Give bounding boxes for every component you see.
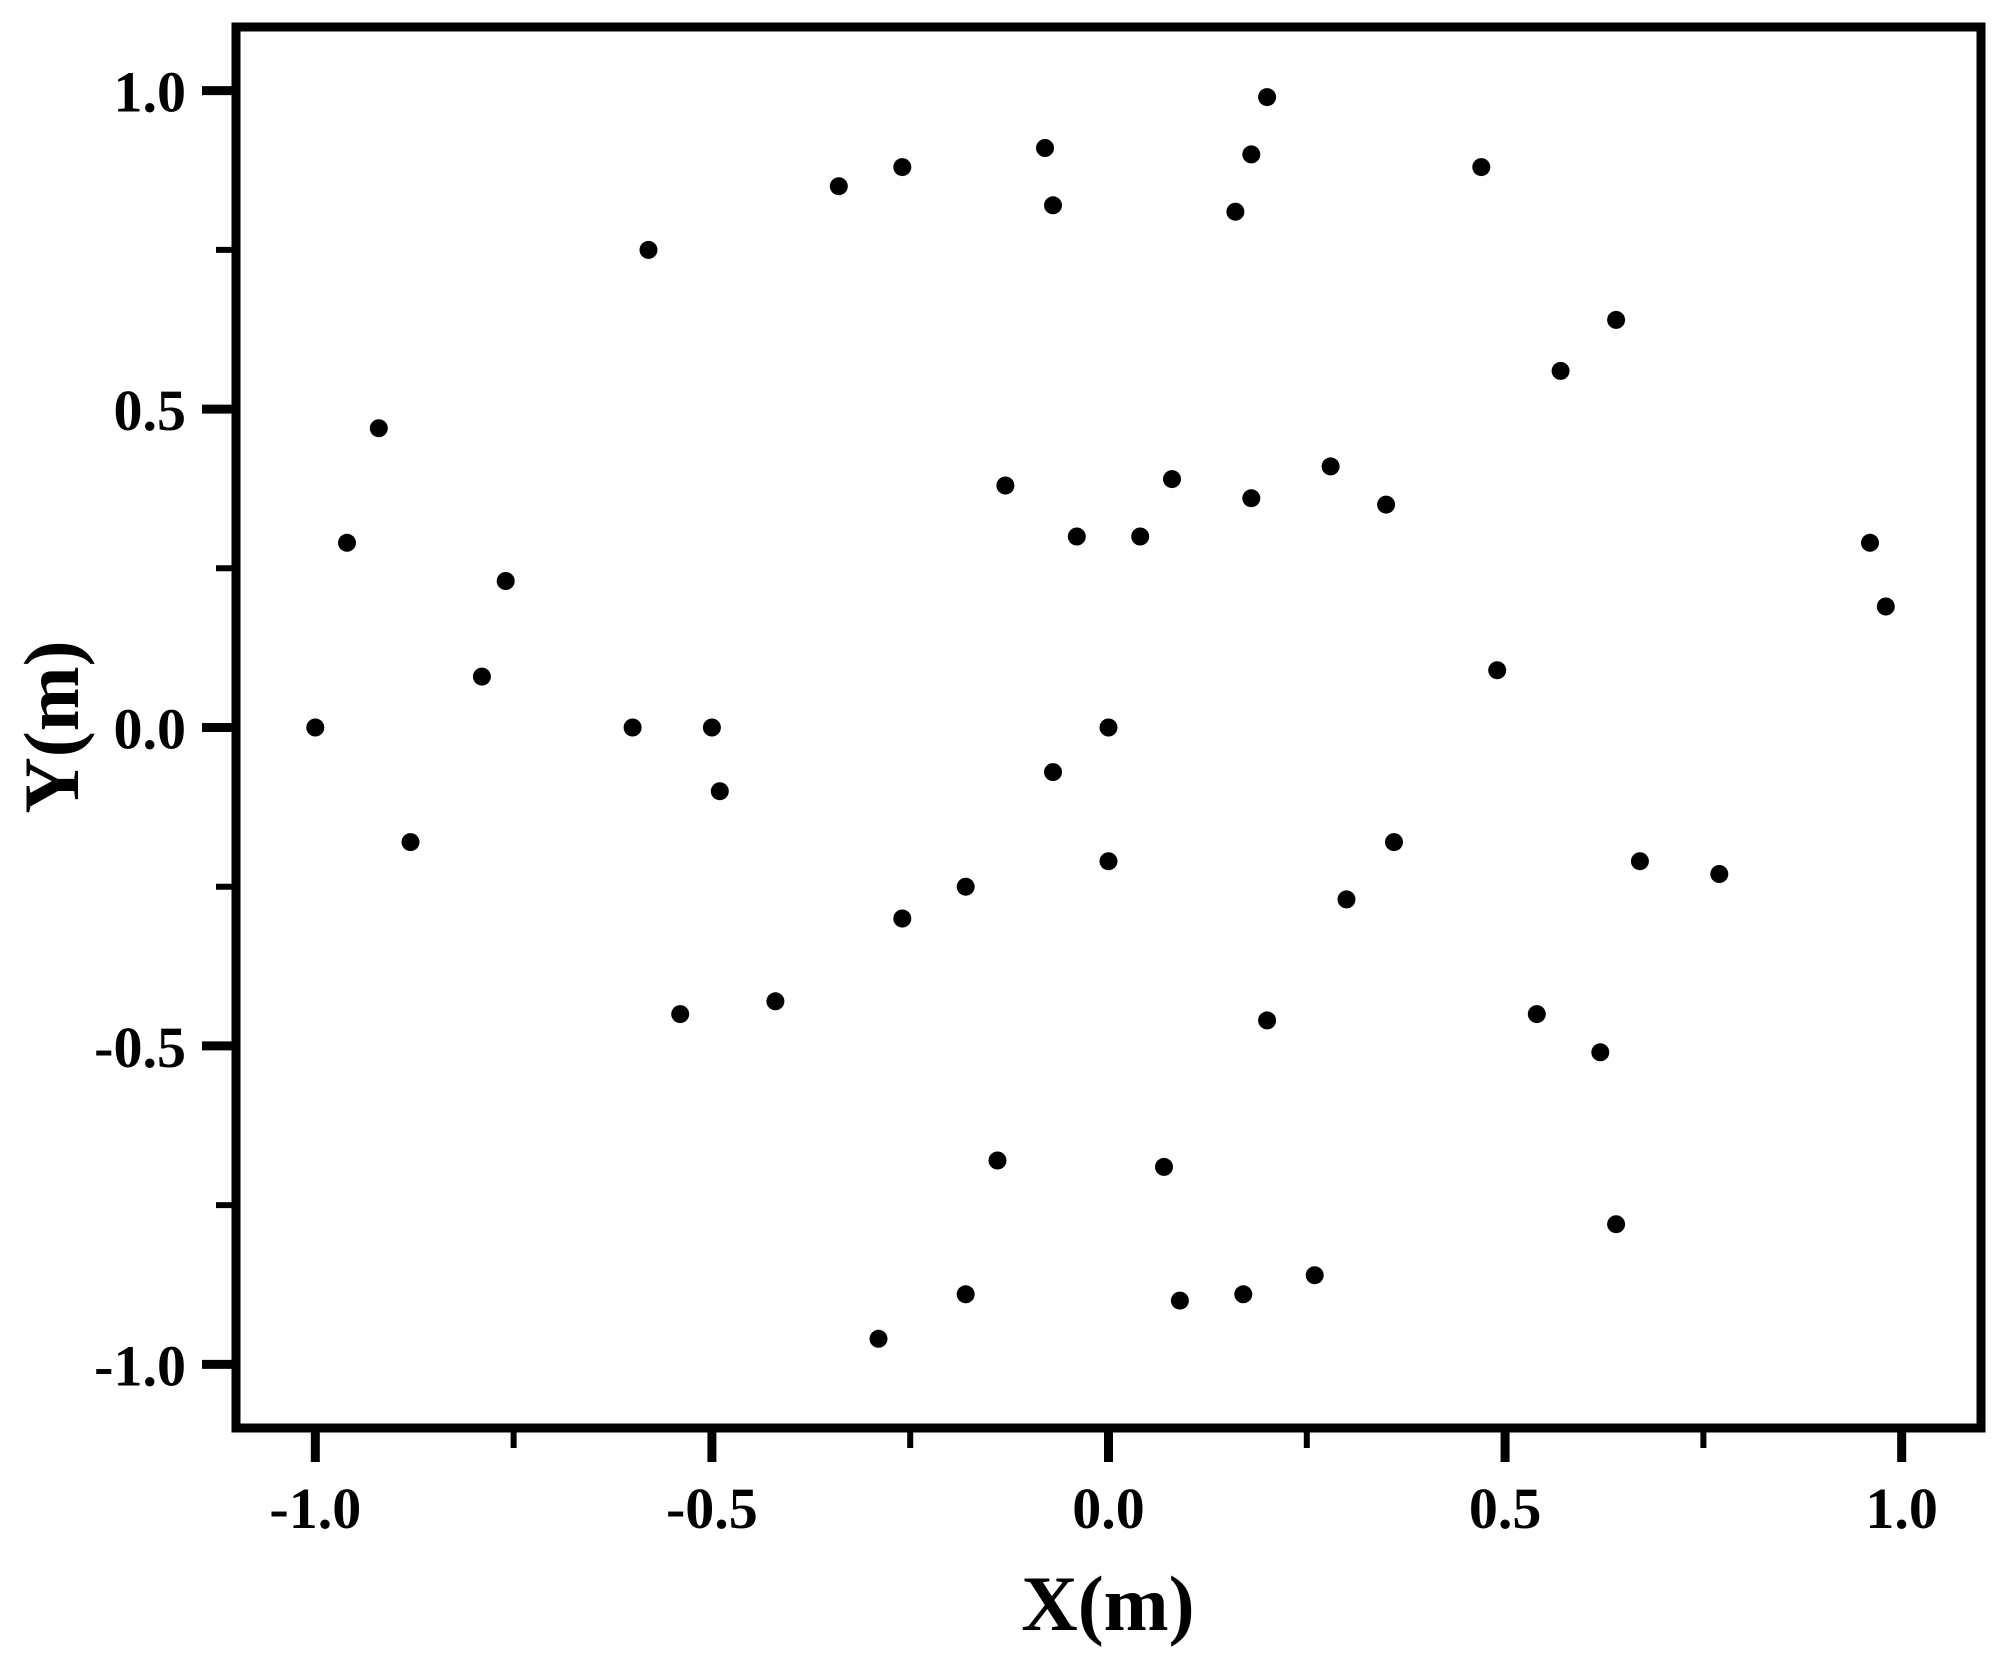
data-point bbox=[1710, 865, 1729, 883]
data-point bbox=[1591, 1043, 1610, 1062]
data-point bbox=[1876, 597, 1895, 616]
tick-labels: -1.0 -0.5 0.0 0.5 1.0 1.0 0.5 0.0 -0.5 -1.0 bbox=[94, 60, 1938, 1541]
data-point bbox=[1226, 202, 1245, 221]
data-point bbox=[893, 158, 912, 177]
data-point bbox=[369, 419, 388, 438]
data-point bbox=[1099, 718, 1118, 737]
data-point bbox=[1385, 833, 1403, 852]
data-point bbox=[1131, 527, 1150, 546]
data-point bbox=[472, 667, 491, 686]
x-tick-label: -0.5 bbox=[666, 1476, 758, 1541]
data-point bbox=[1170, 1291, 1189, 1310]
data-point bbox=[1551, 361, 1570, 380]
y-tick-label: -1.0 bbox=[94, 1333, 186, 1398]
data-point bbox=[1036, 139, 1054, 157]
data-point bbox=[1234, 1285, 1253, 1304]
data-point bbox=[1099, 852, 1118, 871]
data-point bbox=[1163, 470, 1181, 489]
data-point bbox=[1067, 527, 1086, 546]
data-point bbox=[1607, 1215, 1626, 1234]
data-point bbox=[496, 572, 515, 590]
x-tick-label: 1.0 bbox=[1865, 1476, 1938, 1541]
data-point bbox=[1337, 890, 1356, 909]
data-point bbox=[956, 877, 975, 896]
x-axis-label: X(m) bbox=[1021, 1560, 1194, 1647]
y-tick-label: -0.5 bbox=[94, 1015, 186, 1080]
data-point bbox=[1527, 1005, 1546, 1024]
data-point bbox=[306, 718, 325, 737]
data-point bbox=[1607, 310, 1626, 329]
data-point bbox=[996, 476, 1015, 495]
x-tick-label: -1.0 bbox=[269, 1476, 361, 1541]
data-point bbox=[893, 909, 912, 928]
data-point bbox=[1861, 533, 1879, 552]
data-point bbox=[1630, 852, 1649, 871]
y-axis-label: Y(m) bbox=[8, 640, 95, 813]
data-point bbox=[1155, 1157, 1173, 1176]
data-point bbox=[956, 1285, 975, 1304]
data-point bbox=[1472, 158, 1491, 177]
data-point bbox=[1321, 457, 1340, 476]
data-point bbox=[1258, 1011, 1277, 1030]
data-point bbox=[1488, 661, 1507, 680]
data-point bbox=[671, 1005, 690, 1024]
data-point bbox=[338, 533, 356, 552]
y-tick-label: 0.5 bbox=[114, 378, 187, 443]
x-tick-label: 0.5 bbox=[1469, 1476, 1542, 1541]
x-tick-label: 0.0 bbox=[1072, 1476, 1145, 1541]
data-point bbox=[869, 1329, 888, 1348]
data-point bbox=[1305, 1266, 1324, 1285]
data-point bbox=[702, 718, 721, 737]
data-point bbox=[1377, 495, 1396, 514]
data-points bbox=[306, 88, 1895, 1348]
data-point bbox=[639, 240, 658, 259]
data-point bbox=[988, 1151, 1007, 1170]
y-tick-label: 1.0 bbox=[114, 60, 187, 125]
data-point bbox=[829, 177, 848, 196]
data-point bbox=[710, 782, 729, 801]
y-tick-label: 0.0 bbox=[114, 697, 187, 762]
data-point bbox=[401, 833, 420, 852]
data-point bbox=[1242, 145, 1261, 164]
data-point bbox=[766, 992, 785, 1011]
data-point bbox=[1258, 88, 1277, 107]
data-point bbox=[623, 718, 642, 737]
data-point bbox=[1044, 763, 1062, 782]
data-point bbox=[1044, 196, 1062, 215]
data-point bbox=[1242, 489, 1261, 508]
plot-area-border bbox=[231, 22, 1986, 1433]
